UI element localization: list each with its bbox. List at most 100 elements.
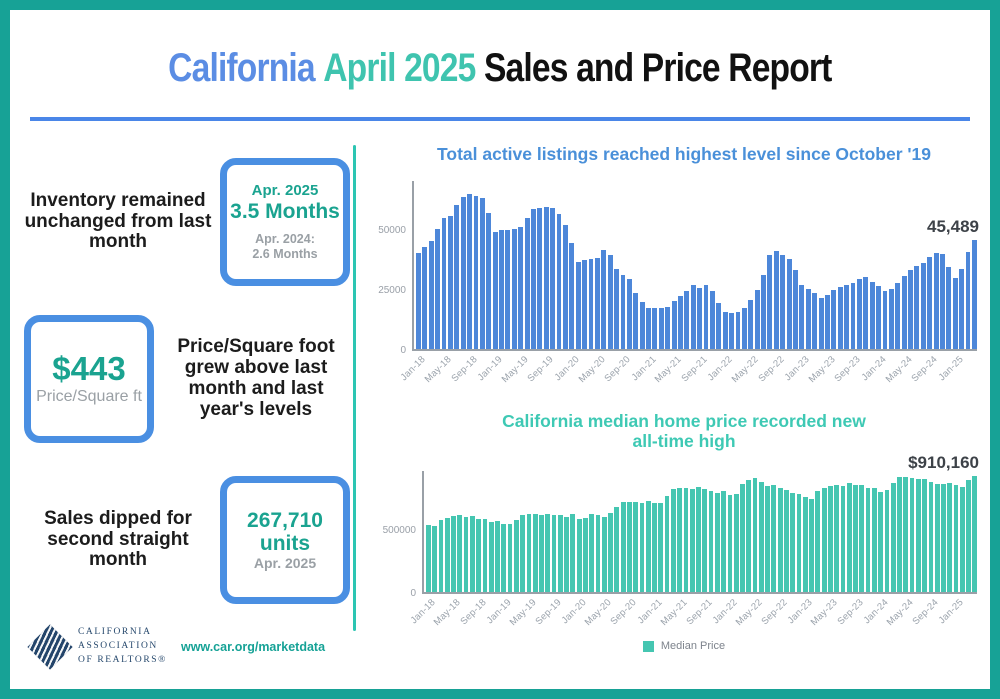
- sales-note: Sales dipped for second straight month: [44, 507, 192, 571]
- active-listings-annotation: 45,489: [927, 216, 979, 236]
- bar: [435, 229, 441, 349]
- bar: [696, 486, 701, 593]
- bar: [805, 289, 811, 349]
- bar: [727, 494, 733, 593]
- bar: [796, 493, 802, 593]
- bar: [539, 514, 544, 593]
- bar: [853, 484, 858, 593]
- bar: [697, 287, 703, 349]
- bar: [722, 311, 728, 349]
- bar: [550, 207, 556, 349]
- x-tick-label: Sep-22: [756, 354, 787, 385]
- inventory-prev-value: 2.6 Months: [252, 246, 318, 261]
- bar: [476, 518, 482, 593]
- bar: [524, 218, 530, 349]
- bar: [884, 489, 890, 593]
- bar: [890, 483, 896, 593]
- bar: [863, 277, 869, 349]
- x-tick-label: Jan-25: [936, 597, 966, 627]
- x-tick-label: May-23: [809, 597, 841, 629]
- bar: [690, 285, 696, 349]
- title-rest: Sales and Price Report: [484, 46, 832, 90]
- bar: [702, 489, 708, 593]
- price-sqft-value: $443: [52, 350, 126, 388]
- median-price-title: California median home price recorded ne…: [370, 411, 990, 452]
- bar: [633, 501, 639, 593]
- bar: [934, 483, 940, 593]
- bar: [652, 503, 657, 593]
- bar: [953, 485, 959, 593]
- bar: [646, 307, 651, 349]
- bar: [543, 207, 549, 349]
- bar: [562, 225, 568, 349]
- inventory-prev-period: Apr. 2024:: [255, 231, 315, 246]
- bar: [532, 514, 538, 593]
- bar: [952, 278, 958, 349]
- bar: [802, 496, 808, 593]
- stat-block-inventory: Inventory remained unchanged from last m…: [24, 148, 350, 296]
- bar: [583, 518, 588, 593]
- bar: [946, 267, 952, 349]
- median-price-plot-area: $910,160 0 500000: [383, 453, 979, 599]
- bar: [658, 503, 664, 593]
- x-tick-label: Sep-21: [684, 597, 715, 628]
- bar: [627, 501, 632, 593]
- bar: [689, 488, 695, 593]
- legend-swatch-icon: [642, 640, 654, 652]
- median-price-chart: California median home price recorded ne…: [370, 411, 990, 652]
- bar: [844, 284, 850, 349]
- bar: [526, 514, 532, 593]
- bar: [677, 488, 683, 593]
- bar: [837, 286, 843, 349]
- logo-line-3: OF REALTORS®: [78, 654, 167, 665]
- bar: [703, 285, 709, 349]
- bar: [746, 479, 752, 593]
- bar: [920, 262, 926, 349]
- bar: [729, 313, 735, 349]
- stat-block-price-sqft: $443 Price/Square ft Price/Square foot g…: [24, 310, 350, 448]
- bar: [588, 259, 594, 349]
- x-tick-label: May-23: [806, 354, 838, 386]
- bar: [901, 275, 907, 349]
- x-tick-label: Sep-22: [759, 597, 790, 628]
- bar: [793, 270, 798, 349]
- active-listings-chart: Total active listings reached highest le…: [370, 144, 990, 397]
- inventory-box: Apr. 2025 3.5 Months Apr. 2024: 2.6 Mont…: [220, 158, 350, 286]
- bar: [895, 283, 901, 349]
- bar: [809, 498, 814, 593]
- bar: [652, 308, 658, 349]
- x-tick-label: May-24: [884, 597, 916, 629]
- bar: [840, 486, 846, 593]
- bar: [740, 484, 745, 593]
- bar: [966, 479, 971, 593]
- bar: [582, 260, 588, 349]
- bar: [645, 500, 651, 593]
- bar: [601, 250, 607, 349]
- bar: [422, 247, 428, 349]
- bar: [457, 515, 463, 593]
- median-price-title-line2: all-time high: [632, 431, 736, 452]
- bar: [589, 514, 595, 593]
- price-sqft-note: Price/Square foot grew above last month …: [177, 336, 335, 420]
- active-listings-plot-area: 45,489 0 25000 50000: [378, 181, 979, 356]
- bar: [878, 491, 884, 593]
- sales-units: units: [259, 531, 311, 555]
- y-tick-label: 25000: [378, 285, 406, 296]
- bar: [761, 274, 766, 349]
- bar: [914, 266, 920, 349]
- bar: [941, 483, 946, 593]
- bar: [708, 490, 714, 593]
- bar: [614, 507, 620, 593]
- bar: [608, 512, 613, 593]
- website-link[interactable]: www.car.org/marketdata: [180, 639, 326, 654]
- median-price-bars: [422, 471, 978, 595]
- bar: [784, 490, 789, 593]
- bar: [683, 487, 689, 593]
- x-tick-label: Sep-19: [525, 354, 557, 385]
- car-logo-stripes: [27, 624, 73, 670]
- bar: [828, 485, 833, 593]
- bar: [576, 519, 582, 593]
- bar: [754, 290, 760, 349]
- bar: [834, 485, 840, 593]
- bar: [620, 502, 626, 593]
